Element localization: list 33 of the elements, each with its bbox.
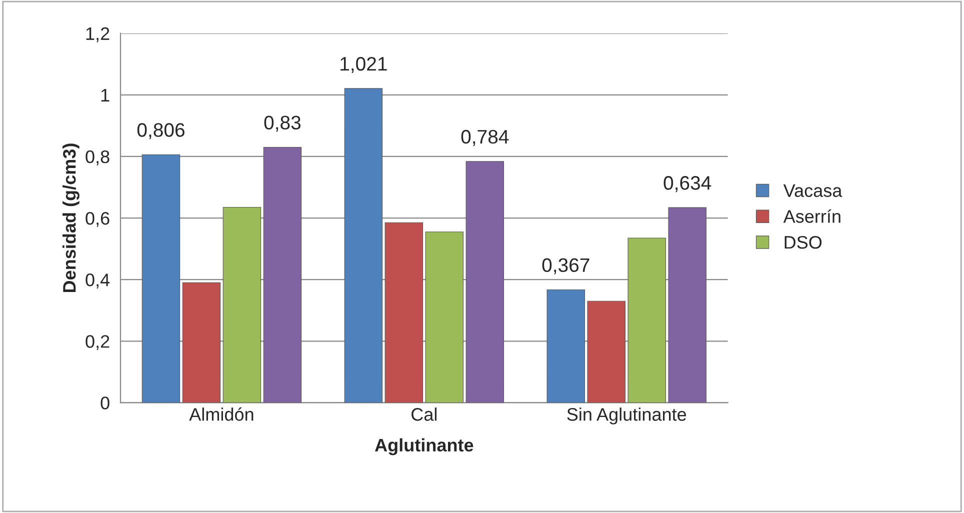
data-label: 0,806 xyxy=(137,123,184,140)
y-tick-label: 0,6 xyxy=(86,212,110,227)
data-label: 0,367 xyxy=(542,258,590,274)
bar xyxy=(263,146,302,403)
data-label: 0,634 xyxy=(664,176,712,192)
y-tick-label: 0,4 xyxy=(86,274,110,288)
bar xyxy=(466,161,504,403)
y-tick-label: 0 xyxy=(100,396,110,410)
y-tick-label: 0,2 xyxy=(86,335,110,350)
bar xyxy=(182,282,221,403)
bar xyxy=(222,206,262,403)
x-tick-label: Sin Aglutinante xyxy=(567,408,686,424)
bar xyxy=(384,222,424,403)
x-tick-label: Cal xyxy=(412,408,436,421)
legend-label: DSO xyxy=(784,236,822,249)
bar xyxy=(668,207,706,403)
y-tick-label: 1,2 xyxy=(86,27,110,42)
legend-label: Aserrín xyxy=(783,209,840,223)
bar xyxy=(546,289,585,403)
bar xyxy=(628,238,666,403)
bar xyxy=(425,232,464,403)
y-tick-label: 0,8 xyxy=(86,150,110,166)
bar xyxy=(142,154,180,403)
x-axis-title: Aglutinante xyxy=(374,438,474,456)
x-tick-label: Almidón xyxy=(189,407,254,421)
legend-label: Vacasa xyxy=(783,184,842,198)
bar xyxy=(344,88,383,403)
data-label: 1,021 xyxy=(340,56,387,74)
y-axis-title: Densidad (g/cm3) xyxy=(62,144,80,292)
y-tick-label: 1 xyxy=(101,89,110,102)
data-label: 0,83 xyxy=(264,116,301,132)
data-label: 0,784 xyxy=(461,130,509,146)
bar xyxy=(587,300,626,403)
